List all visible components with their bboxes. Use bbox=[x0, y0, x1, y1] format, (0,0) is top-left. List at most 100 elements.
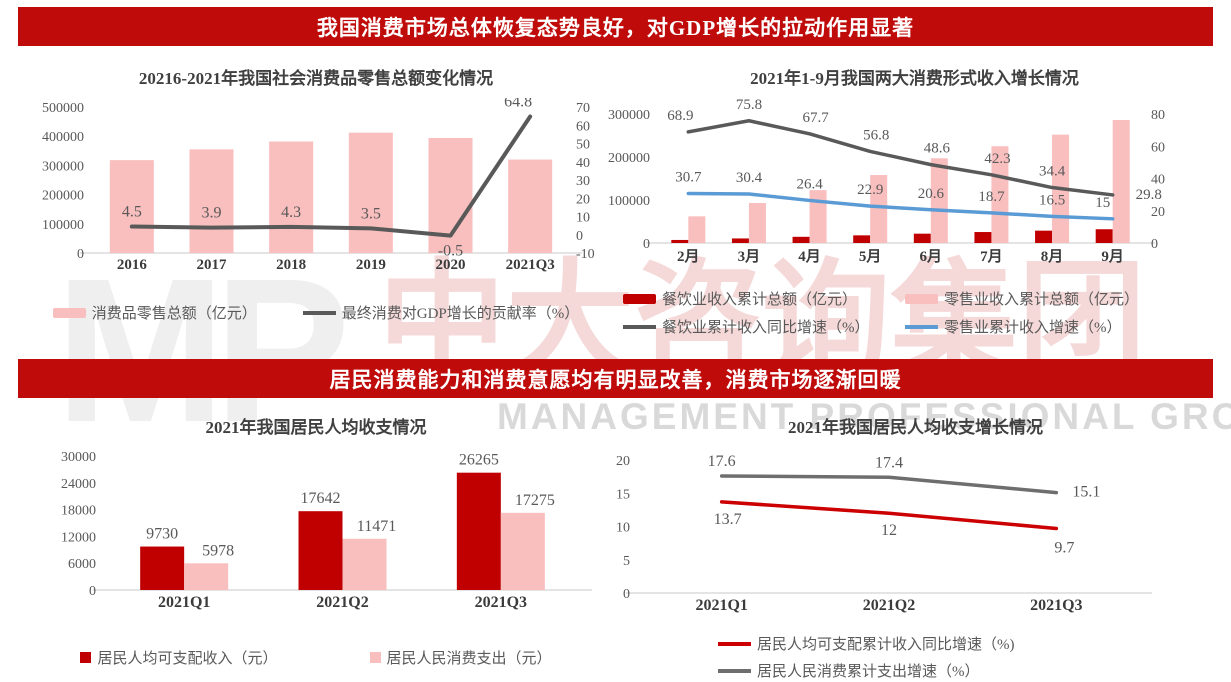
data-label: 64.8 bbox=[504, 98, 532, 110]
bar-0 bbox=[456, 472, 501, 590]
data-label: 26.4 bbox=[796, 176, 823, 192]
right-axis-tick-label: 80 bbox=[1151, 108, 1165, 123]
legend-item: 餐饮业收入累计总额（亿元） bbox=[623, 288, 905, 309]
bar-0 bbox=[348, 132, 393, 253]
legend-item: 最终消费对GDP增长的贡献率（%） bbox=[302, 302, 580, 323]
category-label: 9月 bbox=[1101, 248, 1124, 265]
legend-item: 餐饮业累计收入同比增速（%） bbox=[623, 316, 905, 337]
bar-0 bbox=[913, 233, 931, 243]
right-axis-tick-label: 20 bbox=[576, 192, 590, 207]
legend-item: 居民人民消费支出（元） bbox=[369, 647, 552, 668]
chart-retail-sales-total: 20216-2021年我国社会消费品零售总额变化情况 0 100000 200000… bbox=[20, 58, 612, 358]
left-axis-tick-label: 300000 bbox=[42, 159, 84, 174]
legend-swatch-square bbox=[369, 652, 381, 663]
legend-item: 零售业累计收入增速（%） bbox=[905, 316, 1139, 337]
right-axis-tick-label: 0 bbox=[576, 229, 583, 244]
chart-legend: 消费品零售总额（亿元） 最终消费对GDP增长的贡献率（%） bbox=[20, 302, 612, 323]
legend-item: 消费品零售总额（亿元） bbox=[52, 302, 257, 323]
bar-1 bbox=[688, 216, 706, 243]
legend-swatch-line bbox=[623, 324, 656, 329]
category-label: 6月 bbox=[920, 248, 943, 265]
legend-item: 零售业收入累计总额（亿元） bbox=[905, 288, 1139, 309]
left-axis-tick-label: 0 bbox=[623, 587, 630, 602]
right-axis-tick-label: -10 bbox=[576, 247, 595, 262]
legend-label: 零售业收入累计总额（亿元） bbox=[944, 292, 1140, 308]
bar-0 bbox=[974, 232, 992, 243]
left-axis-tick-label: 24000 bbox=[61, 477, 96, 492]
bar-0 bbox=[1095, 229, 1113, 243]
data-label: 68.9 bbox=[667, 108, 693, 124]
bar-0 bbox=[189, 149, 234, 253]
data-label: 34.4 bbox=[1039, 164, 1066, 180]
right-axis-tick-label: 60 bbox=[1151, 140, 1165, 155]
legend-label: 居民人均可支配收入（元） bbox=[97, 651, 278, 667]
legend-swatch-bar bbox=[905, 293, 938, 304]
bar-0 bbox=[1035, 230, 1053, 243]
left-axis-tick-label: 0 bbox=[89, 584, 96, 599]
category-label: 3月 bbox=[738, 248, 761, 265]
left-axis-tick-label: 15 bbox=[616, 487, 630, 502]
data-label: 56.8 bbox=[863, 127, 889, 143]
right-axis-tick-label: 50 bbox=[576, 138, 590, 153]
data-label: 42.3 bbox=[984, 151, 1010, 167]
chart-canvas: 0 5 10 15 20 2021Q1 2021Q2 2021Q3 13.7 12 9.7 17.6 1… bbox=[600, 450, 1231, 655]
left-axis-tick-label: 6000 bbox=[68, 557, 96, 572]
right-axis-tick-label: 70 bbox=[576, 101, 590, 116]
legend-label: 餐饮业累计收入同比增速（%） bbox=[662, 320, 870, 336]
data-label: -0.5 bbox=[438, 243, 463, 260]
data-label: 30.4 bbox=[736, 170, 763, 186]
chart-canvas: 0 100000 200000 300000 0 20 40 60 80 2月 3月 4月 5月 6月 7月… bbox=[598, 97, 1231, 303]
right-axis-tick-label: 40 bbox=[576, 156, 590, 171]
chart-title: 2021年1-9月我国两大消费形式收入增长情况 bbox=[750, 69, 1079, 88]
data-label: 17642 bbox=[301, 490, 341, 507]
left-axis-tick-label: 18000 bbox=[61, 504, 96, 519]
legend-item: 居民人民消费累计支出增速（%） bbox=[718, 660, 1015, 681]
category-label: 2021Q3 bbox=[475, 594, 527, 611]
data-label: 18.7 bbox=[978, 189, 1005, 205]
category-label: 5月 bbox=[859, 248, 882, 265]
legend-label: 消费品零售总额（亿元） bbox=[91, 306, 257, 322]
data-label: 11471 bbox=[357, 518, 396, 535]
legend-label: 零售业累计收入增速（%） bbox=[944, 320, 1122, 336]
line-series-1 bbox=[129, 114, 533, 238]
category-label: 7月 bbox=[980, 248, 1003, 265]
data-label: 29.8 bbox=[1136, 187, 1162, 203]
chart-legend: 居民人均可支配累计收入同比增速（%) 居民人民消费累计支出增速（%） bbox=[718, 633, 1015, 681]
data-label: 3.5 bbox=[361, 205, 381, 222]
data-label: 13.7 bbox=[714, 511, 742, 528]
data-label: 48.6 bbox=[924, 141, 951, 157]
data-label: 75.8 bbox=[736, 98, 762, 113]
bar-0 bbox=[853, 235, 871, 243]
legend-label: 居民人民消费累计支出增速（%） bbox=[757, 664, 980, 680]
left-axis-tick-label: 5 bbox=[623, 554, 630, 569]
chart-title: 2021年我国居民人均收支增长情况 bbox=[788, 418, 1043, 437]
right-axis-tick-label: 20 bbox=[1151, 205, 1165, 220]
left-axis-tick-label: 300000 bbox=[608, 108, 650, 123]
right-axis-tick-label: 60 bbox=[576, 119, 590, 134]
left-axis-tick-label: 12000 bbox=[61, 530, 96, 545]
right-axis-tick-label: 40 bbox=[1151, 173, 1165, 188]
chart-legend: 居民人均可支配收入（元） 居民人民消费支出（元） bbox=[20, 647, 612, 668]
left-axis-tick-label: 400000 bbox=[42, 130, 84, 145]
left-axis-tick-label: 0 bbox=[77, 247, 84, 262]
legend-swatch-line bbox=[718, 668, 751, 673]
bar-0 bbox=[140, 546, 185, 590]
chart-per-capita-growth: 2021年我国居民人均收支增长情况 0 5 10 15 20 2021Q1 2021Q2 20… bbox=[600, 405, 1231, 682]
legend-swatch-line bbox=[905, 324, 938, 329]
left-axis-tick-label: 500000 bbox=[42, 101, 84, 116]
legend-item: 居民人均可支配收入（元） bbox=[80, 647, 278, 668]
chart-per-capita-income-expense: 2021年我国居民人均收支情况 0 6000 12000 18000 24000 3000… bbox=[20, 405, 612, 682]
chart-legend: 餐饮业收入累计总额（亿元） 零售业收入累计总额（亿元） 餐饮业累计收入同比增速（… bbox=[623, 288, 1139, 337]
left-axis-tick-label: 200000 bbox=[42, 189, 84, 204]
category-label: 2021Q1 bbox=[695, 597, 747, 614]
data-label: 20.6 bbox=[918, 186, 945, 202]
line-series-1 bbox=[719, 474, 1059, 495]
right-axis-tick-label: 30 bbox=[576, 174, 590, 189]
chart-two-consumption-forms: 2021年1-9月我国两大消费形式收入增长情况 0 100000 200000 300… bbox=[598, 58, 1231, 358]
legend-label: 最终消费对GDP增长的贡献率（%） bbox=[341, 306, 580, 322]
banner-middle: 居民消费能力和消费意愿均有明显改善，消费市场逐渐回暖 bbox=[18, 359, 1213, 398]
legend-label: 餐饮业收入累计总额（亿元） bbox=[662, 292, 858, 308]
left-axis-tick-label: 10 bbox=[616, 521, 630, 536]
data-label: 12 bbox=[881, 522, 897, 539]
